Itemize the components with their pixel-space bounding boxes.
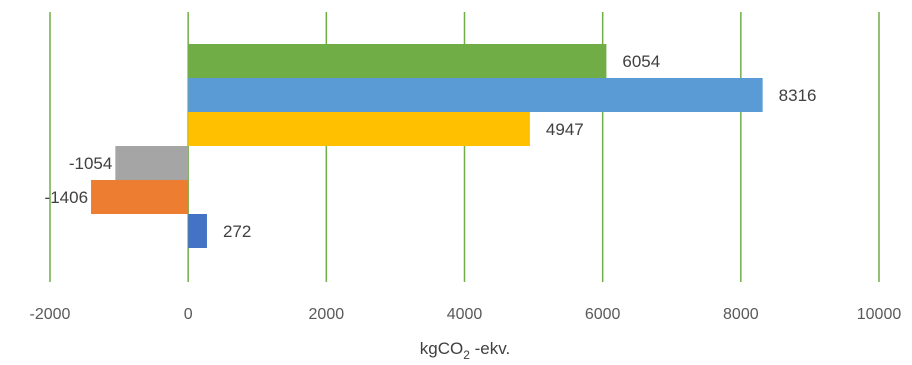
- x-tick-labels: -2000 0 2000 4000 6000 8000 10000: [30, 306, 902, 323]
- x-tick-label-2: 2000: [309, 306, 345, 323]
- data-label-0: 6054: [622, 52, 660, 71]
- bar-5: [188, 214, 207, 248]
- x-axis-title-main: kgCO: [420, 339, 463, 358]
- bar-2: [188, 112, 530, 146]
- data-label-3: -1054: [69, 154, 112, 173]
- x-tick-label-1: 0: [184, 306, 193, 323]
- bar-3: [115, 146, 189, 180]
- data-label-2: 4947: [546, 120, 584, 139]
- bars: [91, 44, 763, 248]
- x-axis-title: kgCO2 -ekv.: [420, 339, 510, 362]
- x-tick-label-4: 6000: [585, 306, 621, 323]
- data-label-1: 8316: [779, 86, 817, 105]
- bar-0: [188, 44, 607, 78]
- x-tick-label-3: 4000: [447, 306, 483, 323]
- x-tick-label-6: 10000: [857, 306, 902, 323]
- data-label-5: 272: [223, 222, 251, 241]
- x-tick-label-5: 8000: [723, 306, 759, 323]
- data-label-4: -1406: [45, 188, 88, 207]
- data-labels: 6054 8316 4947 -1054 -1406 272: [45, 52, 817, 241]
- x-tick-label-0: -2000: [30, 306, 71, 323]
- x-axis-title-suffix: -ekv.: [470, 339, 510, 358]
- bar-4: [91, 180, 189, 214]
- x-axis-title-subscript: 2: [463, 348, 470, 362]
- bar-1: [188, 78, 763, 112]
